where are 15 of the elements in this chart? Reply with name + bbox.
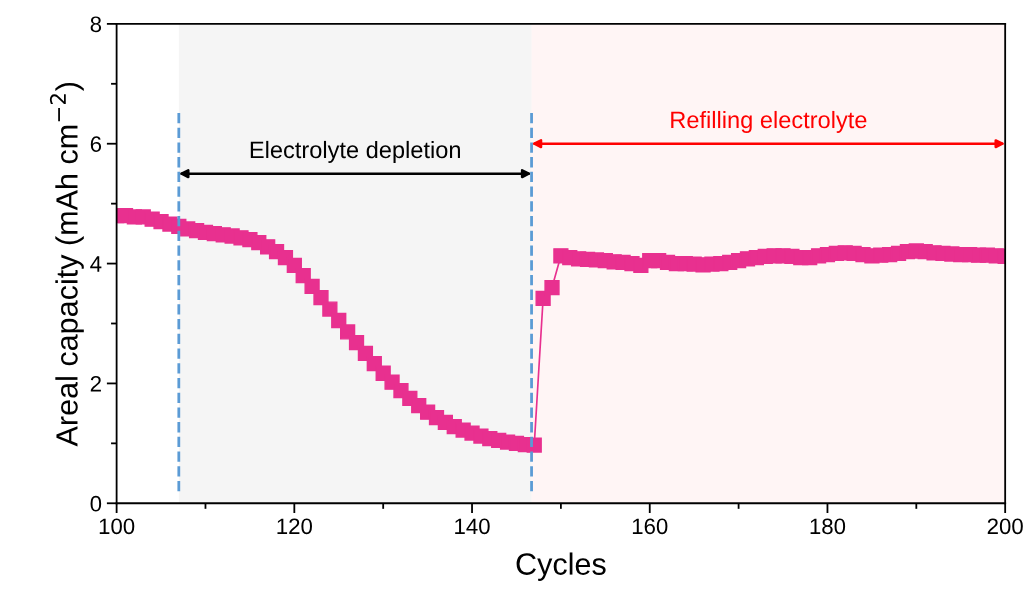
x-tick-label: 140 bbox=[455, 518, 490, 535]
y-tick-label: 4 bbox=[90, 256, 102, 272]
x-tick-label: 180 bbox=[810, 518, 846, 535]
y-tick-label: 6 bbox=[90, 136, 102, 152]
y-tick-label: 8 bbox=[90, 16, 102, 33]
x-tick-label: 100 bbox=[99, 518, 135, 535]
x-tick-label: 160 bbox=[632, 518, 668, 535]
y-tick-label: 0 bbox=[90, 495, 102, 512]
x-axis-title: Cycles bbox=[516, 552, 606, 581]
x-tick-label: 200 bbox=[987, 518, 1023, 535]
band-label: Electrolyte depletion bbox=[250, 140, 460, 163]
band-label: Refilling electrolyte bbox=[671, 110, 867, 133]
x-tick-label: 120 bbox=[277, 518, 312, 535]
y-tick-label: 2 bbox=[90, 375, 101, 392]
y-axis-title: Areal capacity (mAh cm$^{−2}$) bbox=[49, 82, 84, 447]
